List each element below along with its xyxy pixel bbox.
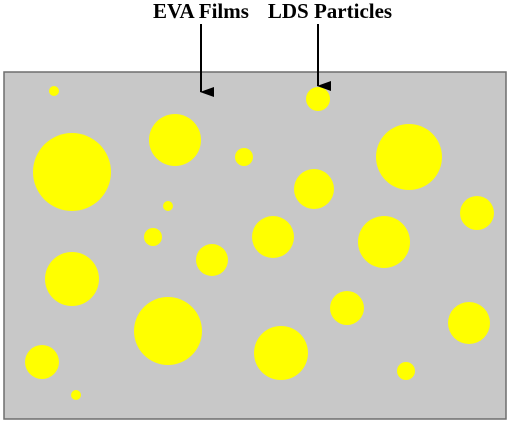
lds-particle	[306, 87, 330, 111]
lds-particle	[163, 201, 173, 211]
lds-particle	[294, 169, 334, 209]
lds-particle	[460, 196, 494, 230]
lds-particle	[330, 291, 364, 325]
lds-particle	[134, 297, 202, 365]
lds-particle	[45, 252, 99, 306]
lds-particle	[358, 216, 410, 268]
lds-particle	[33, 133, 111, 211]
lds-particle	[49, 86, 59, 96]
lds-particle	[149, 114, 201, 166]
lds-particle	[376, 124, 442, 190]
lds-particle	[71, 390, 81, 400]
lds-particle	[25, 345, 59, 379]
lds-particles	[25, 86, 494, 400]
lds-particle	[448, 302, 490, 344]
lds-particles-label: LDS Particles	[268, 0, 392, 23]
lds-particle	[196, 244, 228, 276]
lds-particle	[252, 216, 294, 258]
lds-particle	[235, 148, 253, 166]
lds-particle	[397, 362, 415, 380]
lds-particle	[144, 228, 162, 246]
lds-particle	[254, 326, 308, 380]
eva-films-label: EVA Films	[153, 0, 249, 23]
